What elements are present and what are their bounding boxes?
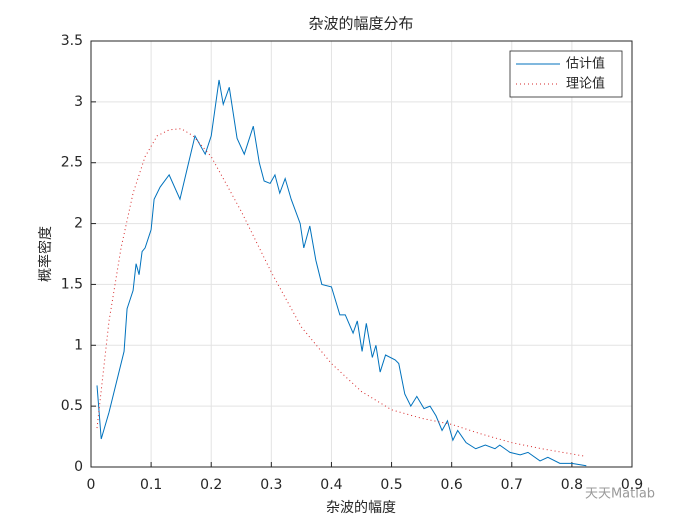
x-tick-label: 0	[87, 477, 96, 493]
y-tick-label: 2.5	[61, 155, 83, 171]
x-tick-label: 0.7	[501, 477, 523, 493]
x-tick-label: 0.3	[260, 477, 282, 493]
y-tick-label: 0	[74, 459, 83, 475]
data-line	[96, 79, 587, 467]
y-tick-label: 3	[74, 94, 83, 110]
plot-frame	[90, 40, 633, 468]
y-tick-label: 1.5	[61, 276, 83, 292]
x-tick-label: 0.2	[200, 477, 222, 493]
x-axis-label: 杂波的幅度	[326, 500, 396, 516]
y-tick-label: 3.5	[61, 33, 83, 49]
legend-label: 估计值	[566, 56, 605, 72]
legend-box	[509, 50, 623, 98]
chart-title: 杂波的幅度分布	[308, 15, 413, 33]
y-tick-label: 0.5	[61, 398, 83, 414]
y-tick-label: 1	[74, 337, 83, 353]
x-tick-label: 0.8	[561, 477, 583, 493]
legend-label: 理论值	[566, 76, 605, 92]
x-tick-label: 0.5	[380, 477, 402, 493]
x-tick-label: 0.4	[320, 477, 342, 493]
x-tick-label: 0.6	[441, 477, 463, 493]
y-axis-label: 概率密度	[37, 226, 54, 282]
watermark: 天天Matlab	[585, 487, 655, 502]
y-tick-label: 2	[74, 216, 83, 232]
x-tick-label: 0.9	[621, 477, 643, 493]
x-tick-label: 0.1	[140, 477, 162, 493]
